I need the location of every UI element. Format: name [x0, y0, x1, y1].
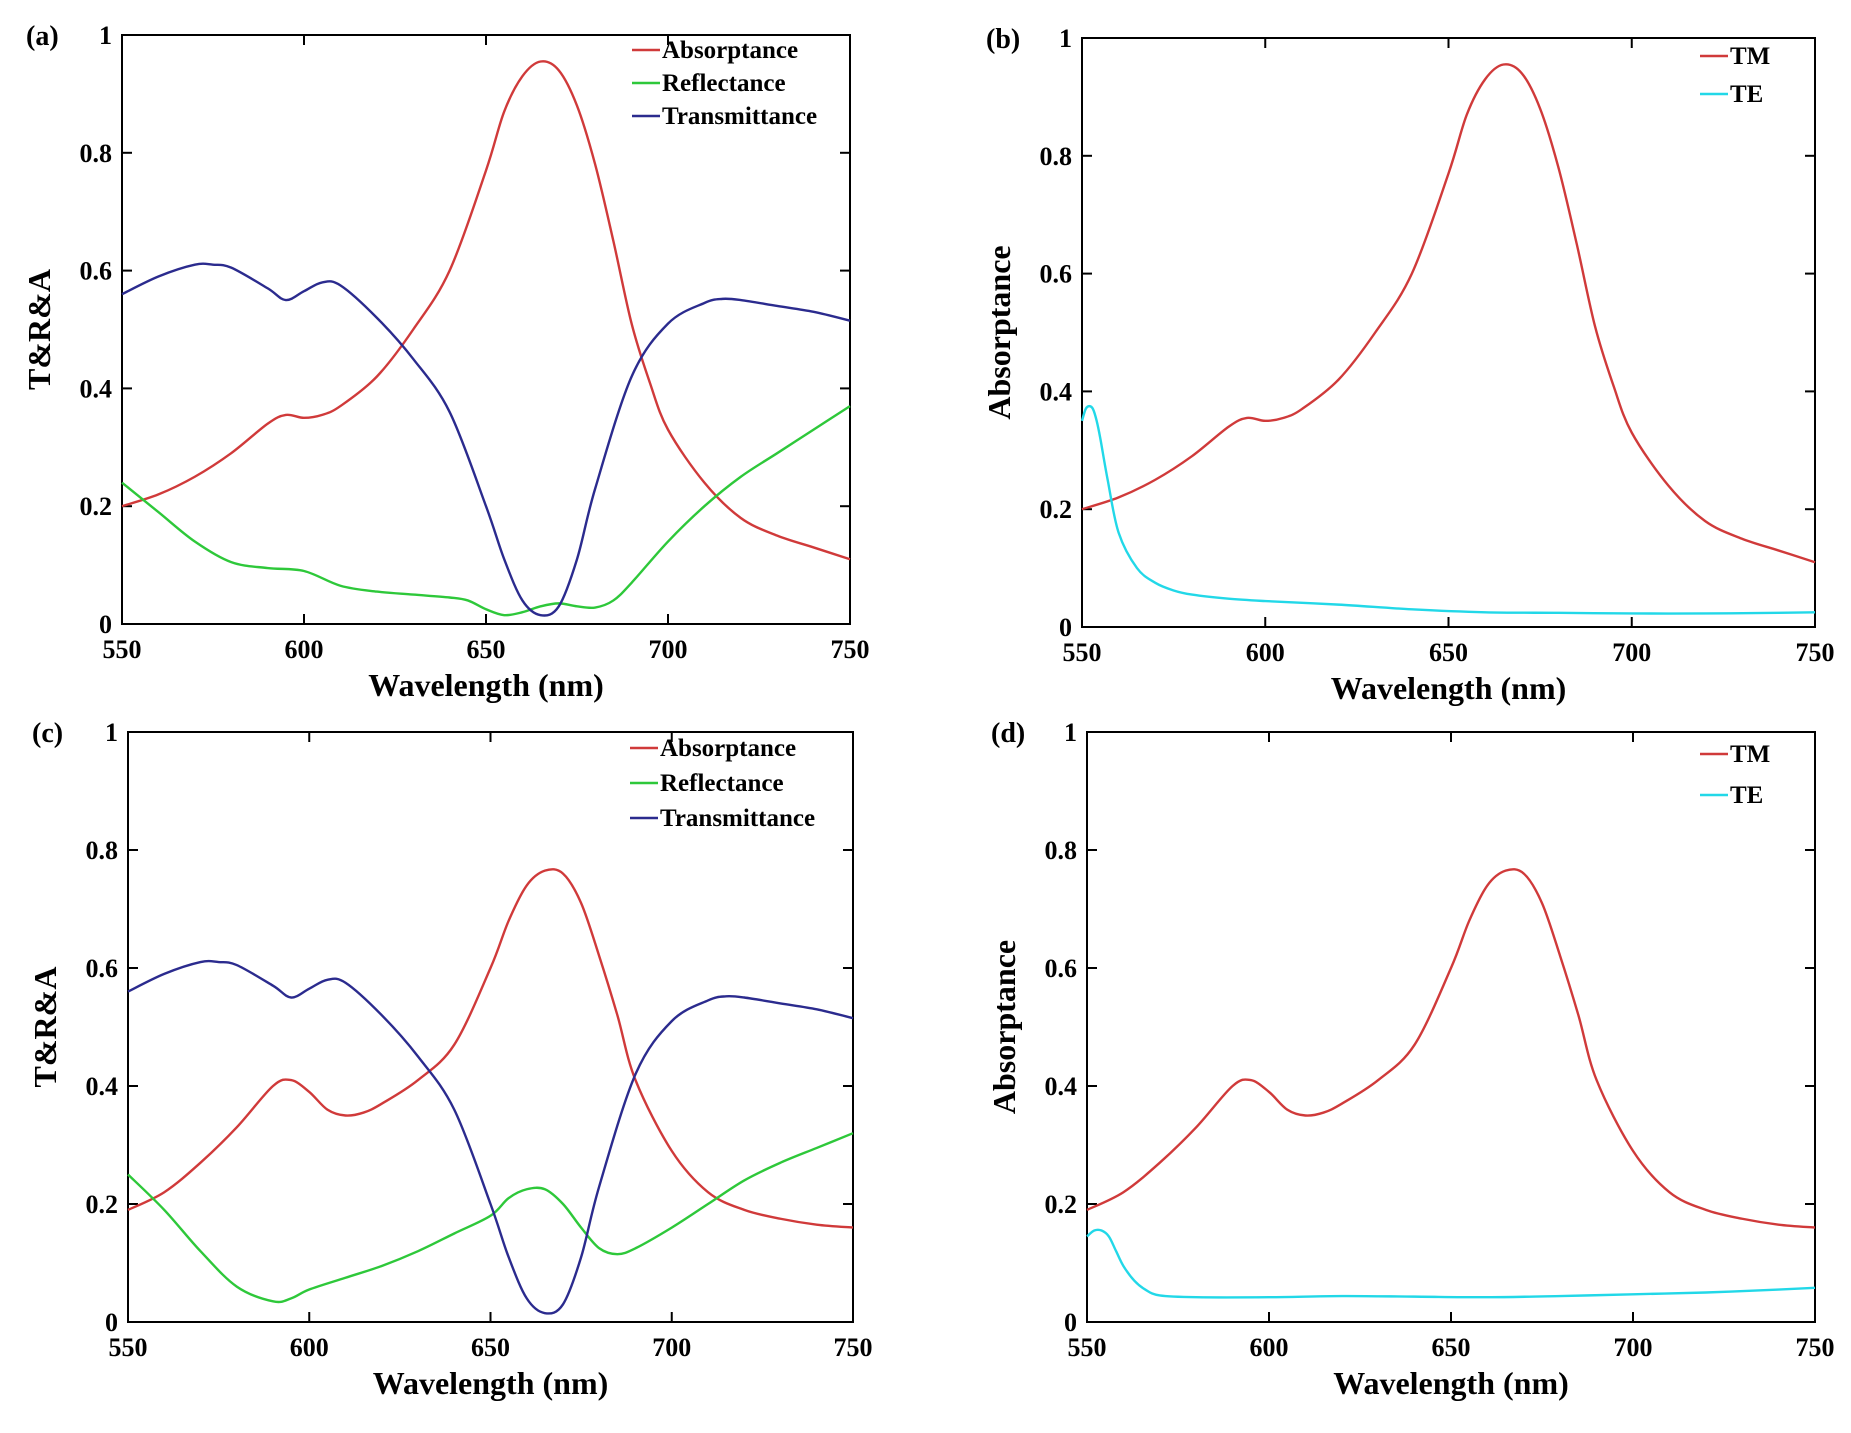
panel-tag: (c): [32, 718, 63, 749]
y-tick-label: 0.4: [80, 374, 113, 403]
y-tick-label: 1: [1064, 718, 1077, 747]
y-tick-label: 0.2: [1040, 495, 1073, 524]
y-tick-label: 0.4: [1045, 1072, 1078, 1101]
x-tick-label: 600: [290, 1333, 329, 1362]
series-line-transmittance: [121, 262, 851, 617]
x-tick-label: 750: [831, 635, 870, 664]
y-tick-label: 0.8: [1040, 142, 1073, 171]
series-line-reflectance: [121, 405, 851, 617]
y-tick-label: 0: [1064, 1308, 1077, 1337]
x-tick-label: 700: [649, 635, 688, 664]
y-tick-label: 0: [105, 1308, 118, 1337]
y-tick-label: 0.6: [86, 954, 119, 983]
series-line-tm: [1086, 868, 1816, 1229]
legend-label: TE: [1730, 81, 1763, 108]
legend: TM TE: [1700, 43, 1770, 108]
panel-a: 550 600 650 700 750 0 0.2 0.4 0.6 0.8 1 Wavelength …: [21, 21, 870, 703]
y-tick-label: 0.2: [1045, 1190, 1078, 1219]
series-line-te: [1080, 404, 1816, 615]
y-tick-label: 0.8: [80, 139, 113, 168]
x-tick-label: 550: [103, 635, 142, 664]
x-tick-label: 550: [1068, 1333, 1107, 1362]
x-axis-label: Wavelength (nm): [1333, 1365, 1569, 1401]
y-tick-label: 0: [99, 610, 112, 639]
y-axis-label: Absorptance: [981, 245, 1017, 419]
legend-label: Transmittance: [662, 103, 817, 130]
panel-b: 550 600 650 700 750 0 0.2 0.4 0.6 0.8 1 Wavelength …: [981, 24, 1835, 706]
panel-d: 550 600 650 700 750 0 0.2 0.4 0.6 0.8 1 Wavelength …: [986, 718, 1835, 1401]
series-line-tm: [1081, 63, 1816, 564]
legend: TM TE: [1700, 741, 1770, 809]
y-tick-label: 1: [99, 21, 112, 50]
legend-label: Reflectance: [662, 70, 786, 97]
y-tick-label: 0.8: [1045, 836, 1078, 865]
x-tick-label: 550: [1063, 638, 1102, 667]
y-tick-label: 0.6: [80, 257, 113, 286]
legend-label: Absorptance: [662, 37, 798, 64]
x-axis-label: Wavelength (nm): [1331, 670, 1567, 706]
legend-label: Transmittance: [660, 805, 815, 832]
y-axis-label: T&R&A: [21, 269, 57, 390]
x-tick-label: 600: [1246, 638, 1285, 667]
series-line-absorptance: [121, 60, 851, 561]
y-tick-label: 1: [1059, 24, 1072, 53]
series-line-transmittance: [127, 959, 854, 1315]
y-tick-label: 0.4: [86, 1072, 119, 1101]
y-tick-label: 0: [1059, 613, 1072, 642]
x-axis-label: Wavelength (nm): [373, 1365, 609, 1401]
x-tick-label: 550: [109, 1333, 148, 1362]
x-tick-label: 700: [1614, 1333, 1653, 1362]
x-tick-label: 750: [1796, 638, 1835, 667]
y-tick-label: 0.8: [86, 836, 119, 865]
x-tick-label: 650: [1429, 638, 1468, 667]
x-tick-label: 750: [1796, 1333, 1835, 1362]
panel-tag: (d): [991, 718, 1025, 749]
legend-label: TE: [1730, 782, 1763, 809]
y-axis-label: Absorptance: [986, 940, 1022, 1114]
x-axis-label: Wavelength (nm): [368, 667, 604, 703]
legend-label: Reflectance: [660, 770, 784, 797]
plot-frame: [1081, 37, 1816, 628]
panel-tag: (b): [986, 24, 1020, 55]
series-line-reflectance: [127, 1132, 854, 1304]
x-tick-label: 600: [1250, 1333, 1289, 1362]
legend-label: TM: [1730, 741, 1770, 768]
legend: Absorptance Reflectance Transmittance: [630, 735, 815, 832]
x-tick-label: 650: [471, 1333, 510, 1362]
y-axis-label: T&R&A: [27, 967, 63, 1088]
x-tick-label: 700: [1612, 638, 1651, 667]
legend-label: TM: [1730, 43, 1770, 70]
panel-c: 550 600 650 700 750 0 0.2 0.4 0.6 0.8 1 Wavelength …: [27, 718, 873, 1401]
series-line-absorptance: [127, 868, 854, 1229]
panel-tag: (a): [26, 21, 59, 52]
x-tick-label: 650: [467, 635, 506, 664]
y-tick-label: 0.4: [1040, 377, 1073, 406]
plot-frame: [1086, 731, 1816, 1323]
x-tick-label: 750: [834, 1333, 873, 1362]
x-tick-label: 700: [652, 1333, 691, 1362]
y-tick-label: 0.6: [1045, 954, 1078, 983]
x-tick-label: 600: [285, 635, 324, 664]
y-tick-label: 0.6: [1040, 260, 1073, 289]
series-line-te: [1086, 1228, 1816, 1299]
y-tick-label: 0.2: [86, 1190, 119, 1219]
y-tick-label: 1: [105, 718, 118, 747]
x-tick-label: 650: [1432, 1333, 1471, 1362]
legend-label: Absorptance: [660, 735, 796, 762]
legend: Absorptance Reflectance Transmittance: [632, 37, 817, 130]
y-tick-label: 0.2: [80, 492, 113, 521]
